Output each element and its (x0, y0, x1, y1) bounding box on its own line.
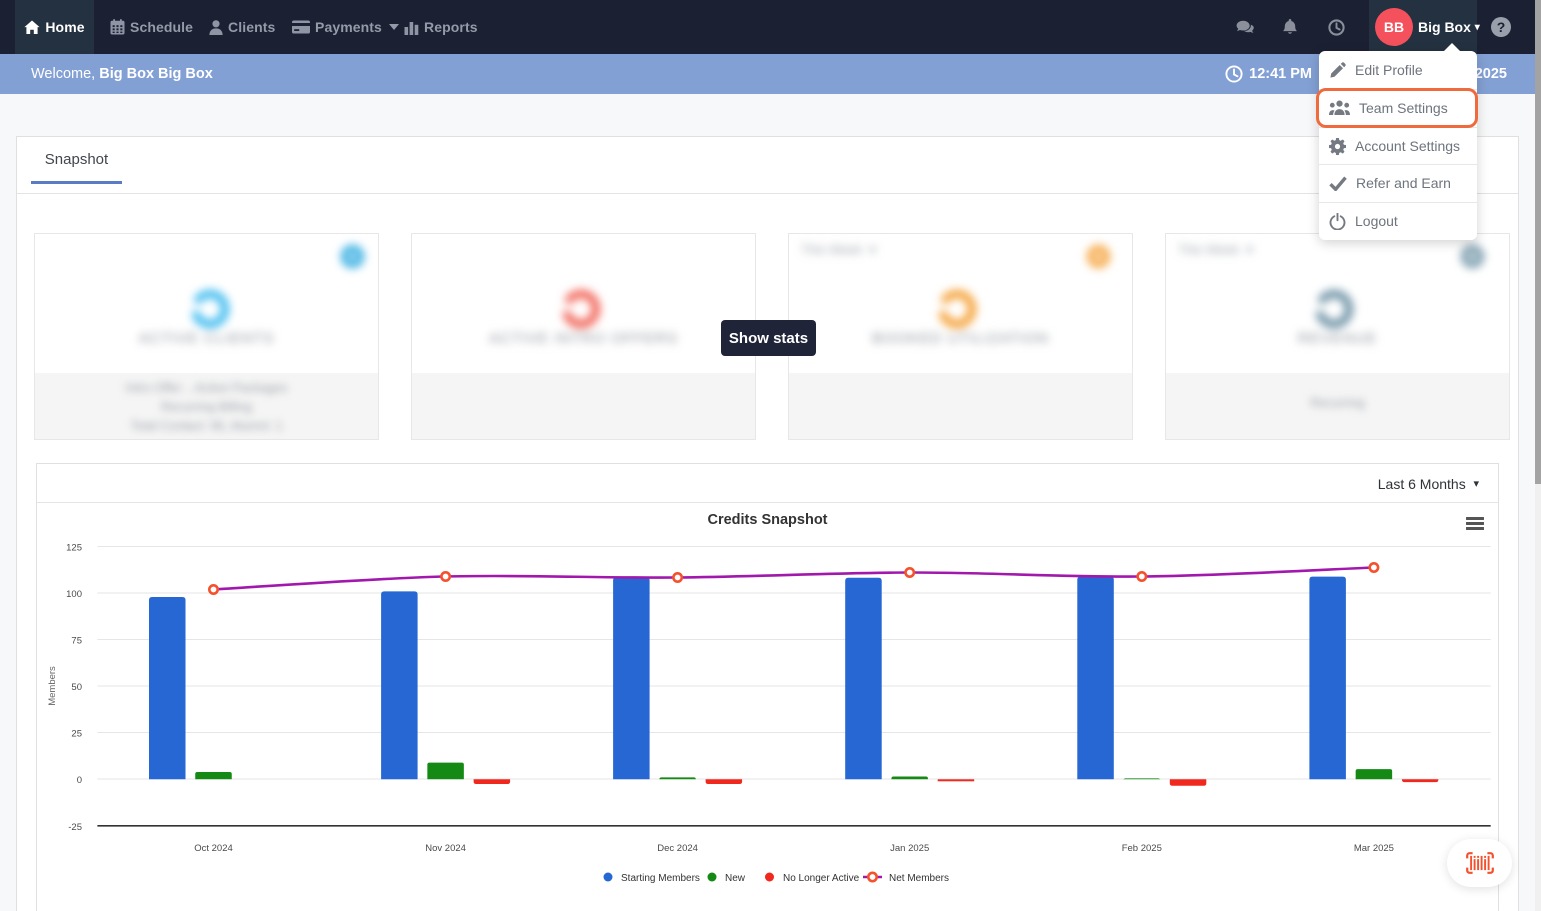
svg-text:100: 100 (66, 589, 82, 600)
svg-text:Net Members: Net Members (889, 873, 949, 884)
svg-text:Jan 2025: Jan 2025 (890, 843, 929, 854)
svg-text:75: 75 (71, 636, 82, 647)
svg-text:50: 50 (71, 682, 82, 693)
svg-text:Nov 2024: Nov 2024 (425, 843, 466, 854)
svg-text:Oct 2024: Oct 2024 (194, 843, 233, 854)
svg-text:Members: Members (47, 666, 58, 706)
svg-text:0: 0 (77, 775, 82, 786)
svg-text:Dec 2024: Dec 2024 (657, 843, 698, 854)
svg-text:25: 25 (71, 729, 82, 740)
svg-text:New: New (725, 873, 746, 884)
svg-text:Starting Members: Starting Members (621, 873, 700, 884)
svg-text:No Longer Active: No Longer Active (783, 873, 860, 884)
svg-text:Feb 2025: Feb 2025 (1122, 843, 1162, 854)
svg-text:Credits Snapshot: Credits Snapshot (707, 512, 827, 528)
svg-text:125: 125 (66, 543, 82, 554)
svg-text:-25: -25 (68, 822, 82, 833)
svg-text:Mar 2025: Mar 2025 (1354, 843, 1394, 854)
